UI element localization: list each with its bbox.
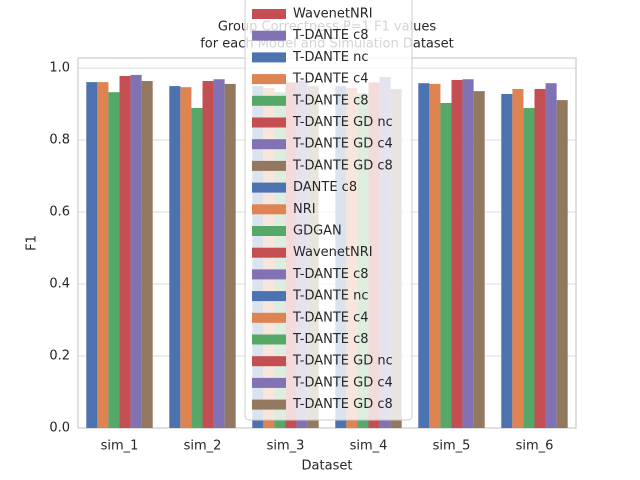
legend-label: T-DANTE c4	[292, 310, 369, 325]
bar	[462, 79, 474, 428]
x-tick-label: sim_6	[516, 439, 554, 454]
bar	[473, 91, 485, 428]
x-tick-label: sim_3	[267, 439, 305, 454]
bar	[86, 82, 98, 429]
legend-swatch	[252, 30, 286, 41]
bar	[418, 83, 430, 428]
legend-label: T-DANTE c8	[292, 93, 369, 108]
legend-label: T-DANTE nc	[292, 50, 369, 65]
legend-label: T-DANTE nc	[292, 289, 369, 304]
y-tick-label: 0.4	[49, 277, 70, 292]
x-tick-label: sim_4	[350, 439, 388, 454]
y-tick-label: 0.0	[49, 421, 70, 436]
x-tick-label: sim_2	[184, 439, 222, 454]
bar	[191, 108, 203, 429]
legend-label: T-DANTE c8	[292, 267, 369, 282]
legend-label: T-DANTE GD c8	[292, 158, 393, 173]
bar	[224, 83, 236, 428]
legend-swatch	[252, 182, 286, 193]
legend-swatch	[252, 399, 286, 410]
legend-box	[244, 0, 413, 421]
bar	[97, 82, 109, 429]
legend-swatch	[252, 269, 286, 280]
legend-label: DANTE c8	[293, 180, 357, 195]
y-tick-label: 0.2	[49, 349, 70, 364]
x-axis-label: Dataset	[302, 459, 353, 474]
legend-swatch	[252, 312, 286, 323]
bar	[108, 92, 120, 429]
bar	[213, 79, 225, 428]
bar	[501, 93, 513, 428]
y-tick-label: 1.0	[49, 61, 70, 76]
legend-label: WavenetNRI	[293, 7, 373, 22]
y-axis-label: F1	[25, 235, 40, 251]
bar	[429, 83, 441, 428]
legend-swatch	[252, 226, 286, 236]
bar	[512, 88, 524, 428]
legend-label: T-DANTE GD c8	[292, 397, 393, 412]
legend-label: T-DANTE c8	[292, 332, 369, 347]
bar	[141, 81, 153, 428]
y-tick-label: 0.6	[49, 205, 70, 220]
legend-swatch	[252, 117, 286, 128]
legend-label: T-DANTE GD nc	[292, 115, 393, 130]
bar	[534, 88, 546, 428]
legend-swatch	[252, 204, 286, 215]
legend-swatch	[252, 52, 286, 63]
legend-swatch	[252, 139, 286, 150]
y-tick-label: 0.8	[49, 133, 70, 148]
legend-swatch	[252, 9, 286, 19]
bar	[545, 83, 557, 428]
legend-label: NRI	[293, 202, 316, 217]
bar	[202, 81, 214, 428]
legend-label: T-DANTE GD c4	[292, 375, 393, 390]
legend-label: T-DANTE c4	[292, 72, 369, 87]
legend-swatch	[252, 95, 286, 106]
legend-swatch	[252, 356, 286, 367]
legend-label: T-DANTE GD c4	[292, 137, 393, 152]
bar	[451, 79, 463, 428]
x-tick-label: sim_5	[433, 439, 471, 454]
legend-label: GDGAN	[293, 224, 342, 239]
legend-label: WavenetNRI	[293, 245, 373, 260]
bar	[180, 87, 192, 429]
legend-swatch	[252, 247, 286, 258]
legend-swatch	[252, 160, 286, 171]
legend-label: T-DANTE GD nc	[292, 354, 393, 369]
bar	[440, 102, 452, 429]
legend-swatch	[252, 334, 286, 345]
legend-label: T-DANTE c8	[292, 28, 369, 43]
legend-swatch	[252, 74, 286, 85]
bar	[119, 75, 131, 429]
bar	[169, 86, 181, 429]
bar	[130, 74, 142, 428]
legend-swatch	[252, 377, 286, 388]
bar	[523, 108, 535, 429]
bar	[556, 100, 568, 428]
legend-swatch	[252, 291, 286, 302]
x-tick-label: sim_1	[101, 439, 139, 454]
